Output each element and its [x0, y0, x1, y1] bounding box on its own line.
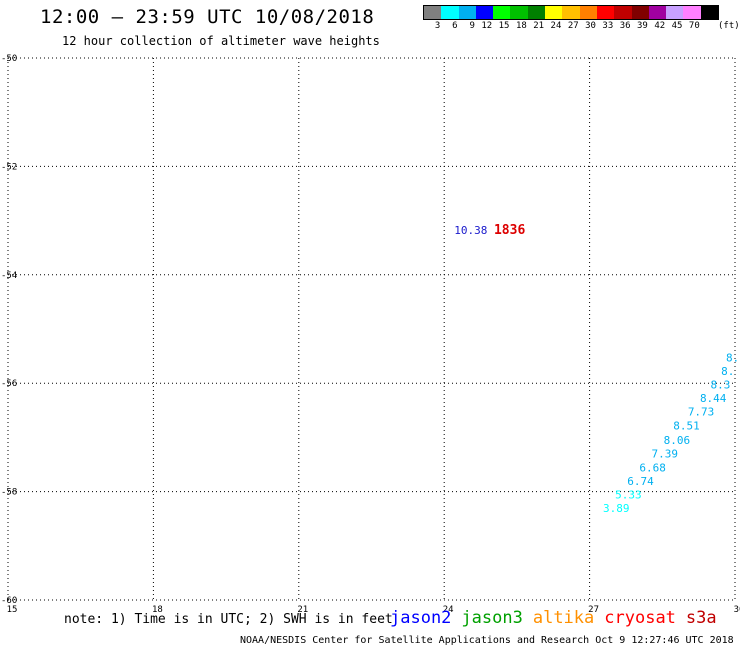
scale-swatch [648, 6, 667, 19]
wave-height-reading: 8. [721, 365, 734, 378]
scale-label: 33 [602, 21, 614, 31]
wave-height-reading: 8. [726, 352, 739, 365]
scale-label: 45 [671, 21, 683, 31]
x-tick-label: 30 [734, 605, 740, 615]
y-tick-label: -60 [1, 596, 17, 606]
wave-height-reading: 8.44 [700, 392, 727, 405]
scale-label: 12 [481, 21, 493, 31]
satellite-legend: jason2 jason3 altika cryosat s3a [390, 608, 727, 628]
wave-height-reading: 5.33 [615, 489, 642, 502]
scale-label: 30 [585, 21, 596, 31]
scale-swatch [510, 6, 528, 19]
scale-label: 70 [688, 21, 700, 31]
color-scale-labels: 3 6 9 12 15 18 21 24 27 30 33 36 39 42 45 70 [423, 21, 700, 31]
scale-swatch [614, 6, 632, 19]
scale-label: 18 [515, 21, 527, 31]
scale-label: 3 [434, 21, 441, 31]
scale-swatch [475, 6, 494, 19]
wave-height-reading: 8.06 [664, 434, 691, 447]
wave-height-reading: 3.89 [603, 502, 630, 515]
footer-credit: NOAA/NESDIS Center for Satellite Applica… [240, 635, 734, 646]
satellite-cryosat: cryosat [604, 608, 676, 628]
satellite-s3a: s3a [685, 608, 717, 628]
satellite-altika: altika [532, 608, 595, 628]
scale-label: 42 [654, 21, 666, 31]
map-title: 12:00 – 23:59 UTC 10/08/2018 [40, 6, 375, 28]
x-tick-label: 24 [443, 605, 454, 615]
wave-height-reading: 7.39 [651, 447, 678, 460]
wave-height-reading: 1836 [494, 223, 525, 238]
scale-swatch [631, 6, 649, 19]
scale-swatch [666, 6, 684, 19]
wave-height-reading: 10.38 [454, 224, 487, 237]
scale-label: 15 [498, 21, 510, 31]
wave-height-reading: 6.68 [639, 462, 666, 475]
scale-swatch [527, 6, 546, 19]
scale-label: 27 [567, 21, 579, 31]
scale-label: 9 [469, 21, 475, 31]
scale-swatch [683, 6, 701, 19]
scale-swatch [700, 6, 719, 19]
footer-note: note: 1) Time is in UTC; 2) SWH is in fe… [64, 612, 393, 627]
satellite-jason2: jason2 [390, 608, 452, 628]
scale-label: 6 [452, 21, 458, 31]
y-tick-label: -52 [1, 162, 17, 172]
scale-swatch [493, 6, 511, 19]
wave-height-reading: 8.3 [711, 379, 731, 392]
satellite-jason3: jason3 [461, 608, 523, 628]
scale-label: 24 [550, 21, 562, 31]
map-subtitle: 12 hour collection of altimeter wave hei… [62, 34, 380, 48]
x-tick-label: 27 [588, 605, 599, 615]
x-tick-label: 21 [297, 605, 308, 615]
scale-swatch [424, 6, 442, 19]
x-tick-label: 15 [7, 605, 18, 615]
scale-label: 36 [619, 21, 631, 31]
wave-height-reading: 8.51 [673, 419, 700, 432]
scale-swatch [545, 6, 563, 19]
scale-swatch [596, 6, 615, 19]
y-tick-label: -54 [1, 271, 17, 281]
color-scale-unit: (ft) [718, 21, 740, 31]
scale-swatch [562, 6, 580, 19]
scale-label: 39 [637, 21, 648, 31]
x-tick-label: 18 [152, 605, 163, 615]
y-tick-label: -58 [1, 488, 17, 498]
wave-height-reading: 6.74 [627, 475, 654, 488]
scale-swatch [441, 6, 459, 19]
y-tick-label: -50 [1, 54, 17, 64]
wave-height-reading: 7.73 [688, 406, 715, 419]
y-tick-label: -56 [1, 379, 17, 389]
scale-label: 21 [533, 21, 545, 31]
scale-swatch [579, 6, 597, 19]
color-scale [423, 5, 720, 20]
scale-swatch [458, 6, 476, 19]
